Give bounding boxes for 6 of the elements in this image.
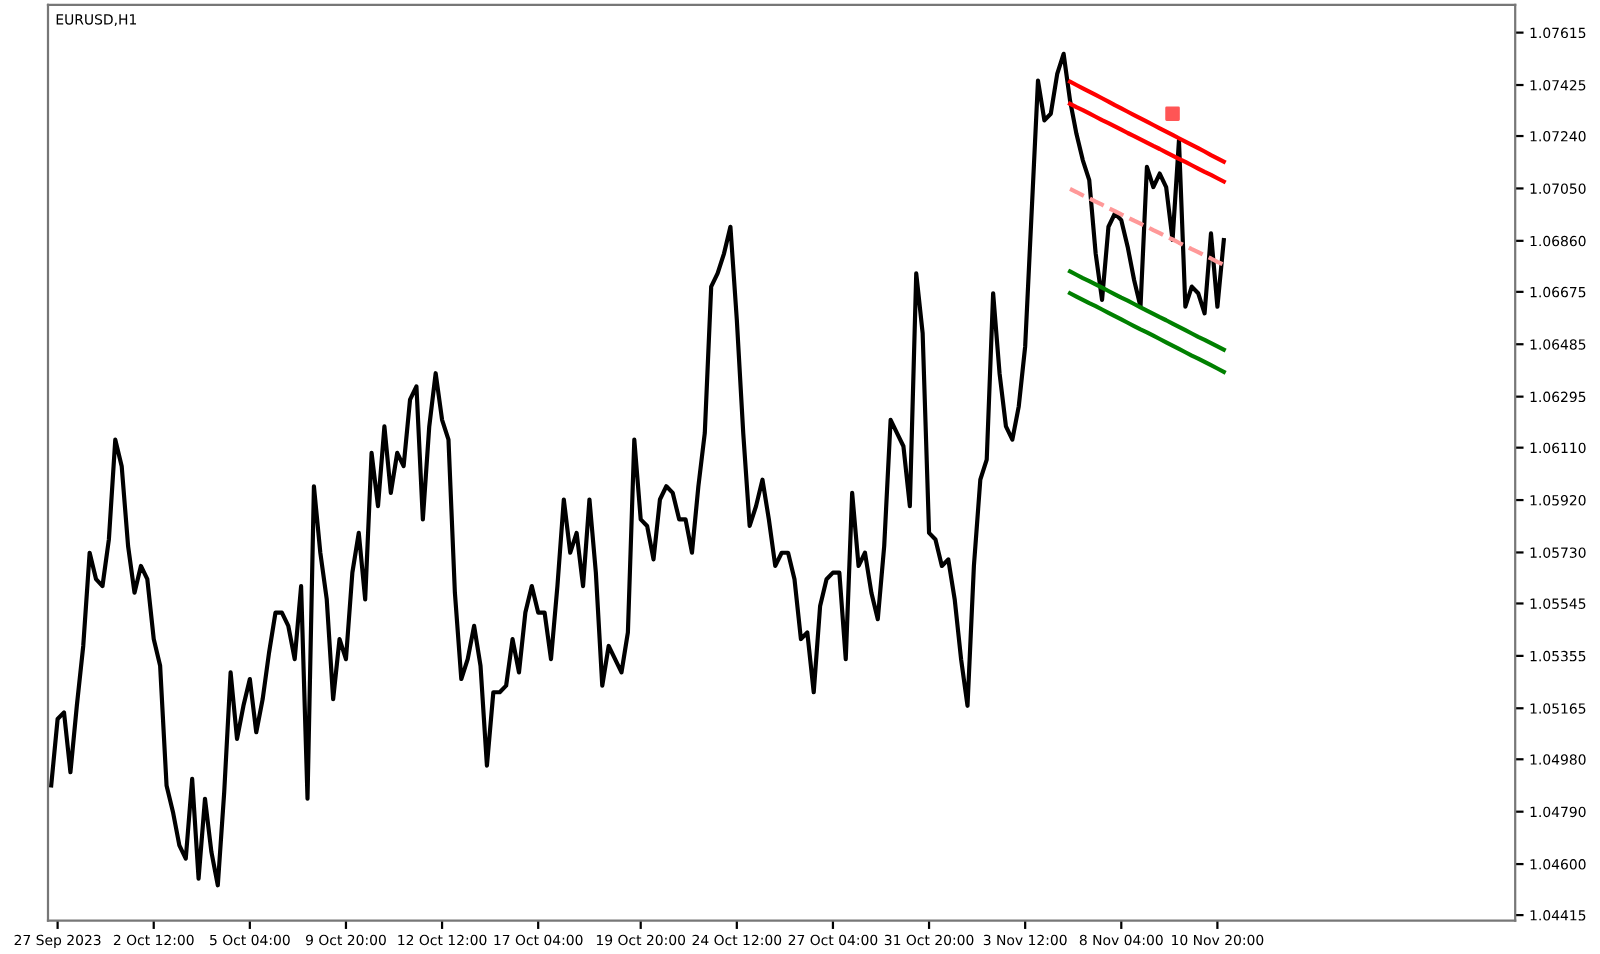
line-series <box>1067 101 1226 184</box>
line-series <box>1067 79 1226 164</box>
line-series <box>1067 269 1226 352</box>
line-series <box>49 51 1226 888</box>
line-series <box>1067 291 1226 374</box>
line-series <box>1067 186 1226 267</box>
